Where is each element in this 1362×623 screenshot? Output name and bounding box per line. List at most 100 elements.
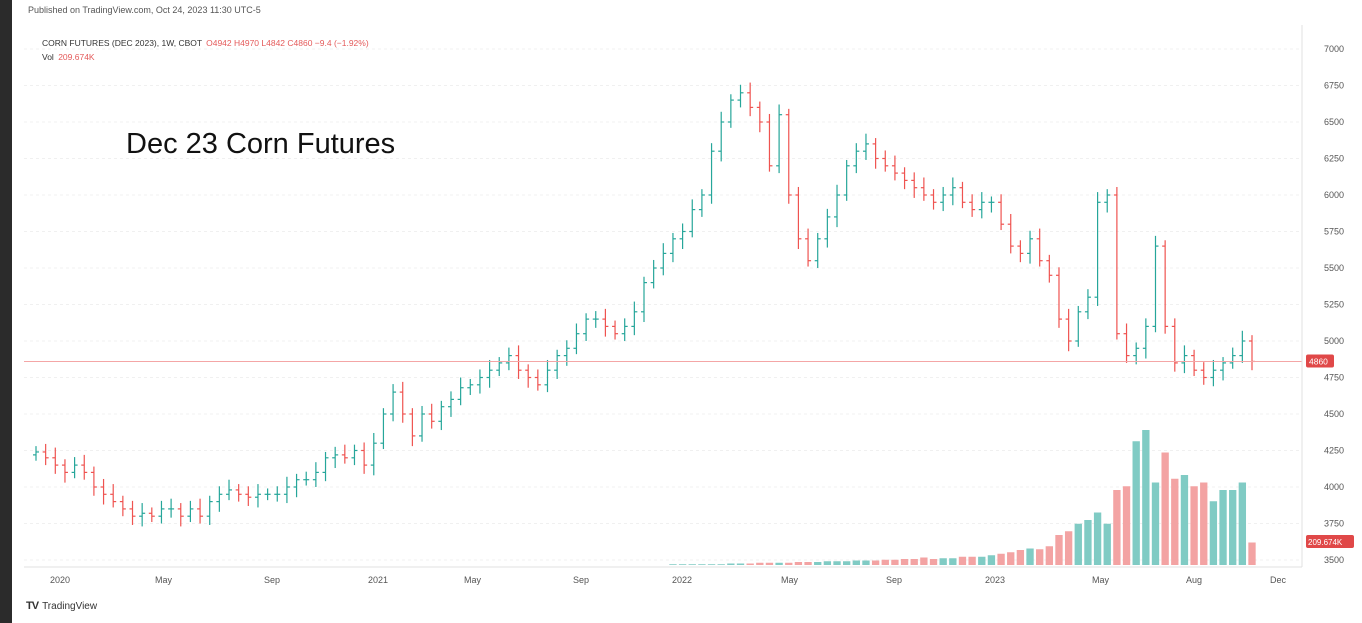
volume-bar (1064, 531, 1073, 565)
last-price-badge (1306, 354, 1334, 368)
volume-bar (1238, 482, 1247, 565)
volume-bar (1093, 512, 1102, 565)
x-tick-label: Dec (1270, 575, 1287, 585)
tradingview-logo-icon[interactable]: TV (26, 600, 39, 612)
volume-bar (968, 556, 976, 565)
volume-bar (669, 564, 677, 565)
volume-bar (978, 556, 986, 565)
volume-bar (1074, 523, 1082, 565)
volume-legend: Vol 209.674K (42, 52, 95, 62)
y-tick-label: 4750 (1324, 373, 1344, 383)
x-tick-label: May (1092, 575, 1110, 585)
volume-bar (1113, 490, 1121, 565)
x-tick-label: 2022 (672, 575, 692, 585)
volume-bar (1180, 475, 1189, 565)
volume-bar (1161, 452, 1169, 565)
volume-bar (1171, 478, 1179, 565)
y-tick-label: 3750 (1324, 519, 1344, 529)
footer: TV TradingView (26, 600, 97, 612)
volume-bar (1229, 490, 1237, 565)
volume-bar (1209, 501, 1218, 565)
y-tick-label: 7000 (1324, 44, 1344, 54)
volume-bar (987, 555, 996, 565)
volume-bar (910, 559, 918, 565)
y-tick-label: 4250 (1324, 446, 1344, 456)
y-tick-label: 6750 (1324, 81, 1344, 91)
y-tick-label: 6000 (1324, 190, 1344, 200)
volume-bar (958, 556, 967, 565)
volume-bar (814, 562, 822, 565)
volume-bar (1016, 550, 1025, 565)
y-tick-label: 5500 (1324, 263, 1344, 273)
volume-bar (842, 561, 851, 565)
volume-bar (1045, 546, 1054, 565)
volume-bar (852, 560, 860, 565)
x-tick-label: Sep (573, 575, 589, 585)
volume-bar (1142, 430, 1150, 565)
volume-bar (929, 559, 938, 565)
symbol-name[interactable]: CORN FUTURES (DEC 2023), 1W, CBOT (42, 38, 203, 48)
volume-bar (794, 562, 803, 565)
volume-bar (920, 557, 928, 565)
chart-frame: Published on TradingView.com, Oct 24, 20… (12, 0, 1362, 623)
volume-bar (785, 562, 793, 565)
volume-bar (1007, 552, 1015, 565)
volume-bar (765, 562, 774, 565)
y-tick-label: 5750 (1324, 227, 1344, 237)
y-tick-label: 6500 (1324, 117, 1344, 127)
volume-bar (1219, 490, 1227, 565)
volume-bar (823, 561, 832, 565)
volume-bar (881, 559, 889, 565)
volume-bar (717, 564, 725, 565)
y-tick-label: 6250 (1324, 154, 1344, 164)
x-tick-label: Aug (1186, 575, 1202, 585)
volume-bar (1122, 486, 1131, 565)
volume-bar (1248, 542, 1256, 565)
volume-bar (1036, 549, 1044, 565)
volume-bar (997, 553, 1005, 565)
volume-bar (862, 560, 870, 565)
volume-bar (1055, 535, 1063, 565)
volume-bar (1084, 520, 1092, 565)
y-tick-label: 3500 (1324, 555, 1344, 565)
y-tick-label: 5000 (1324, 336, 1344, 346)
volume-bar (1190, 486, 1198, 565)
last-price-label: 4860 (1309, 356, 1328, 366)
volume-label[interactable]: Vol (42, 52, 54, 62)
brand-name[interactable]: TradingView (42, 600, 98, 612)
x-tick-label: 2021 (368, 575, 388, 585)
symbol-legend: CORN FUTURES (DEC 2023), 1W, CBOT O4942 H… (42, 38, 369, 48)
volume-bar (1103, 523, 1111, 565)
volume-bar (1151, 482, 1160, 565)
volume-badge (1306, 535, 1354, 548)
published-note: Published on TradingView.com, Oct 24, 20… (28, 5, 261, 15)
x-tick-label: Sep (886, 575, 902, 585)
volume-bar (1026, 548, 1034, 565)
volume-bar (1200, 482, 1208, 565)
volume-bar (939, 558, 947, 565)
volume-bar (698, 564, 706, 565)
x-tick-label: May (781, 575, 799, 585)
volume-value: 209.674K (58, 52, 95, 62)
volume-bar (775, 562, 783, 565)
ohlc-values: O4942 H4970 L4842 C4860 −9.4 (−1.92%) (206, 38, 369, 48)
x-tick-label: Sep (264, 575, 280, 585)
volume-bar (949, 558, 957, 565)
volume-bar (707, 564, 716, 565)
volume-bar (746, 563, 754, 565)
volume-bar (1132, 441, 1140, 565)
volume-bar (688, 564, 696, 565)
volume-bar (900, 559, 909, 565)
x-tick-label: 2020 (50, 575, 70, 585)
price-chart[interactable]: 7000 6750 6500 6250 6000 5750 5500 5250 5000 4750… (12, 0, 1362, 600)
x-tick-label: May (155, 575, 173, 585)
volume-badge-label: 209.674K (1308, 538, 1343, 547)
volume-bar (804, 562, 812, 565)
volume-bar (871, 560, 880, 565)
volume-bar (736, 563, 745, 565)
volume-bar (891, 559, 899, 565)
y-tick-label: 5250 (1324, 300, 1344, 310)
x-tick-label: 2023 (985, 575, 1005, 585)
overlay-title: Dec 23 Corn Futures (126, 128, 396, 160)
volume-bar (727, 563, 735, 565)
